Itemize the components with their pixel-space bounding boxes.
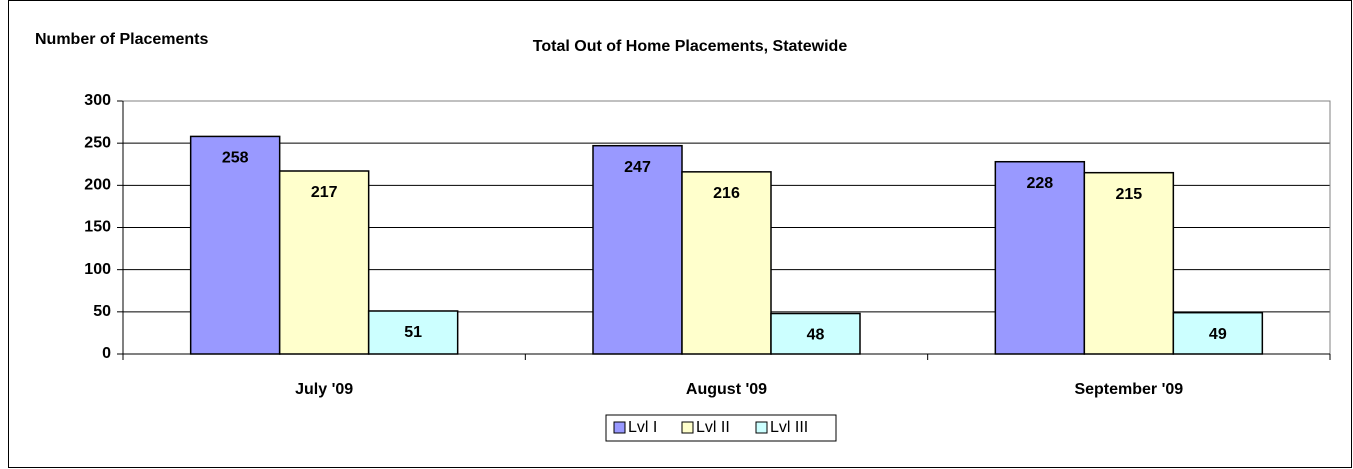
- bar: [1083, 171, 1175, 355]
- y-tick-label: 150: [84, 219, 111, 236]
- legend-swatch: [613, 421, 626, 434]
- legend-label: Lvl III: [770, 419, 808, 436]
- legend-swatch: [755, 421, 768, 434]
- data-label: 215: [1115, 186, 1142, 203]
- data-label: 228: [1026, 175, 1053, 192]
- data-label: 258: [222, 150, 249, 167]
- data-label: 247: [624, 159, 651, 176]
- y-tick-label: 50: [93, 303, 111, 320]
- x-tick-label: August '09: [686, 381, 767, 398]
- legend-label: Lvl II: [696, 419, 730, 436]
- x-tick-label: July '09: [295, 381, 353, 398]
- x-tick-label: September '09: [1074, 381, 1183, 398]
- data-label: 49: [1209, 326, 1227, 343]
- bar: [278, 170, 370, 355]
- bar: [592, 144, 683, 355]
- y-tick-label: 200: [84, 177, 111, 194]
- data-label: 216: [713, 185, 740, 202]
- bar: [1172, 311, 1264, 355]
- y-tick-label: 0: [102, 345, 111, 362]
- bar: [367, 310, 459, 355]
- legend-swatch: [681, 421, 694, 434]
- bar: [189, 135, 281, 355]
- y-tick-label: 300: [84, 92, 111, 109]
- bar: [681, 171, 772, 355]
- bar: [770, 312, 861, 355]
- y-tick-label: 250: [84, 134, 111, 151]
- y-axis-label: Number of Placements: [35, 31, 208, 48]
- y-tick-label: 100: [84, 261, 111, 278]
- chart-title: Total Out of Home Placements, Statewide: [533, 38, 848, 55]
- data-label: 48: [807, 327, 825, 344]
- bar: [994, 160, 1086, 355]
- data-label: 51: [404, 324, 422, 341]
- legend-label: Lvl I: [628, 419, 657, 436]
- data-label: 217: [311, 184, 338, 201]
- legend-box: [605, 414, 837, 442]
